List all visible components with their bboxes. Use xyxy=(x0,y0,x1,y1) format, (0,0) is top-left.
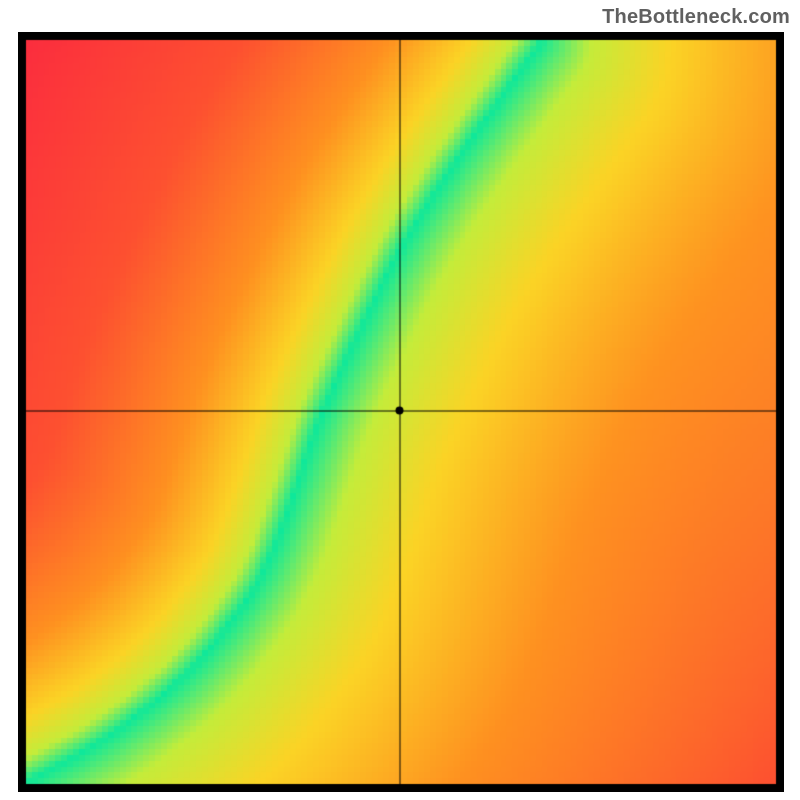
heatmap-plot xyxy=(18,32,784,792)
watermark: TheBottleneck.com xyxy=(602,6,790,29)
heatmap-canvas xyxy=(18,32,784,792)
